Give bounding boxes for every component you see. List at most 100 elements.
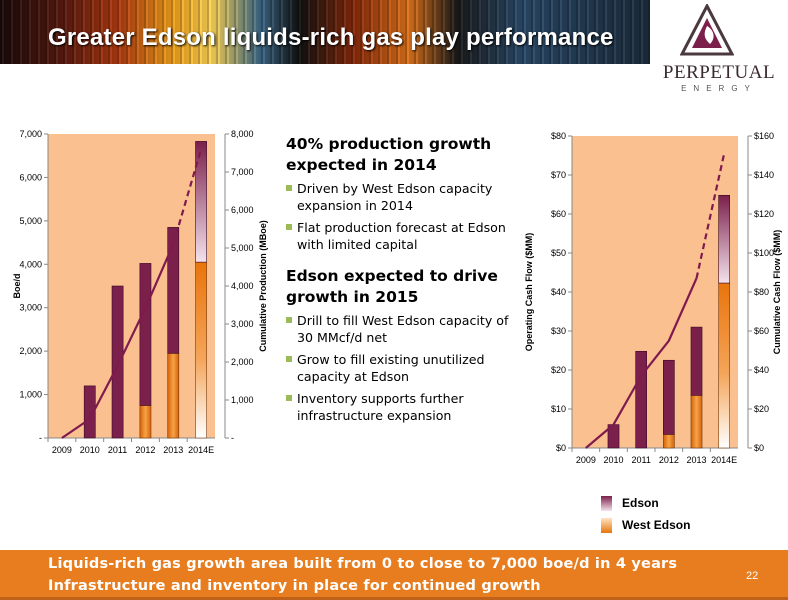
right-x-tick-label: 2012	[659, 455, 679, 465]
right-bar-edson	[690, 326, 703, 396]
right-y-tick-label: $50	[551, 248, 566, 258]
left-y2-tick-label: 3,000	[231, 319, 254, 329]
legend-swatch-west-edson	[601, 518, 612, 533]
left-y-tick-label: 5,000	[19, 216, 42, 226]
logo-triangle-icon	[680, 4, 734, 56]
left-y-tick-label: 6,000	[19, 172, 42, 182]
right-y-tick-label: $80	[551, 131, 566, 141]
right-bar-edson	[718, 194, 730, 284]
bullet-item: Inventory supports further infrastructur…	[286, 390, 518, 424]
bullet-square-icon	[286, 185, 292, 191]
right-y2-tick-label: $0	[754, 443, 764, 453]
bullet-text: Drill to fill West Edson capacity of 30 …	[297, 313, 509, 345]
page-title: Greater Edson liquids-rich gas play perf…	[48, 24, 614, 51]
legend-label-west-edson: West Edson	[622, 518, 691, 532]
production-chart: - 1,000 2,000 3,000 4,000 5,000 6,000 7,000 - 1,0…	[12, 129, 268, 455]
left-bar-edson	[167, 227, 180, 354]
bullet-square-icon	[286, 317, 292, 323]
right-x-tick-label: 2014E	[711, 455, 737, 465]
left-y-tick-label: 1,000	[19, 390, 42, 400]
left-y-tick-label: 2,000	[19, 346, 42, 356]
bullet-heading-2014: 40% production growth expected in 2014	[286, 135, 492, 174]
left-y2-tick-label: 4,000	[231, 281, 254, 291]
right-bar-west-edson	[690, 395, 703, 449]
cash-flow-chart: $0 $10 $20 $30 $40 $50 $60 $70 $80 $0 $20 $40 $60 $80…	[524, 131, 782, 465]
legend-label-edson: Edson	[622, 496, 659, 510]
right-y2-tick-label: $100	[754, 248, 774, 258]
right-bar-west-edson	[718, 282, 730, 449]
right-y2-tick-label: $60	[754, 326, 769, 336]
left-bar-edson	[111, 285, 124, 439]
right-x-tick-label: 2013	[686, 455, 706, 465]
bullet-square-icon	[286, 224, 292, 230]
footer-line-2: Infrastructure and inventory in place fo…	[48, 578, 541, 594]
logo-wordmark: PERPETUAL	[662, 62, 776, 83]
right-x-tick-label: 2009	[576, 455, 596, 465]
logo-subtitle: ENERGY	[681, 84, 757, 93]
right-y-tick-label: $70	[551, 170, 566, 180]
right-cumulative-line	[585, 277, 698, 449]
right-x-tick-label: 2011	[631, 455, 650, 465]
company-logo: PERPETUAL ENERGY	[650, 0, 788, 100]
bullet-panel: 40% production growth expected in 2014 D…	[286, 134, 518, 429]
bullet-square-icon	[286, 356, 292, 362]
left-x-tick-label: 2009	[52, 445, 72, 455]
left-bar-west-edson	[139, 405, 152, 439]
right-y2-tick-label: $160	[754, 131, 774, 141]
right-y-tick-label: $30	[551, 326, 566, 336]
left-bar-edson	[195, 141, 207, 263]
left-y2-tick-label: 1,000	[231, 395, 254, 405]
right-y-tick-label: $10	[551, 404, 566, 414]
bullet-item: Flat production forecast at Edson with l…	[286, 219, 518, 253]
left-y-tick-label: 3,000	[19, 303, 42, 313]
left-y2-tick-label: 7,000	[231, 167, 254, 177]
left-y-tick-label: -	[39, 433, 42, 443]
bullet-text: Flat production forecast at Edson with l…	[297, 220, 506, 252]
left-y2-tick-label: 8,000	[231, 129, 254, 139]
left-bar-edson	[83, 385, 96, 439]
right-y-tick-label: $20	[551, 365, 566, 375]
bullet-text: Inventory supports further infrastructur…	[297, 391, 464, 423]
right-y-tick-label: $60	[551, 209, 566, 219]
right-y2-tick-label: $120	[754, 209, 774, 219]
left-cumulative-line	[61, 243, 175, 439]
left-y2-tick-label: 2,000	[231, 357, 254, 367]
footer-line-1: Liquids-rich gas growth area built from …	[48, 556, 678, 572]
bullet-item: Grow to fill existing unutilized capacit…	[286, 351, 518, 385]
left-y2-tick-label: 6,000	[231, 205, 254, 215]
right-bar-west-edson	[663, 434, 675, 449]
legend-swatch-edson	[601, 496, 612, 511]
bullet-item: Driven by West Edson capacity expansion …	[286, 180, 518, 214]
left-x-tick-label: 2012	[135, 445, 155, 455]
right-y2-axis-title: Cumulative Cash Flow ($MM)	[772, 230, 782, 355]
left-y2-tick-label: 5,000	[231, 243, 254, 253]
bullet-heading-2015: Edson expected to drive growth in 2015	[286, 267, 498, 306]
right-y2-tick-label: $140	[754, 170, 774, 180]
left-plot-area	[48, 134, 215, 438]
bullet-item: Drill to fill West Edson capacity of 30 …	[286, 312, 518, 346]
right-y-tick-label: $0	[556, 443, 566, 453]
right-y2-tick-label: $20	[754, 404, 769, 414]
left-bar-west-edson	[195, 261, 207, 439]
left-y-axis-title: Boe/d	[12, 273, 22, 298]
bullet-text: Grow to fill existing unutilized capacit…	[297, 352, 485, 384]
left-y2-tick-label: -	[231, 433, 234, 443]
left-bar-edson	[139, 263, 152, 406]
right-bar-edson	[663, 359, 675, 435]
bullet-square-icon	[286, 395, 292, 401]
right-y2-tick-label: $80	[754, 287, 769, 297]
left-y-tick-label: 4,000	[19, 259, 42, 269]
bullet-text: Driven by West Edson capacity expansion …	[297, 181, 493, 213]
left-y2-axis-title: Cumulative Production (MBoe)	[258, 220, 268, 352]
right-plot-area	[572, 136, 738, 448]
right-cumulative-line-forecast	[695, 153, 726, 279]
right-y2-tick-label: $40	[754, 365, 769, 375]
right-y-axis-title: Operating Cash Flow ($MM)	[524, 233, 534, 352]
left-x-tick-label: 2011	[108, 445, 127, 455]
left-cumulative-line-forecast	[172, 148, 203, 245]
left-x-tick-label: 2010	[80, 445, 100, 455]
right-y-tick-label: $40	[551, 287, 566, 297]
right-bar-edson	[635, 350, 647, 449]
right-x-tick-label: 2010	[603, 455, 623, 465]
left-bar-west-edson	[167, 353, 180, 439]
